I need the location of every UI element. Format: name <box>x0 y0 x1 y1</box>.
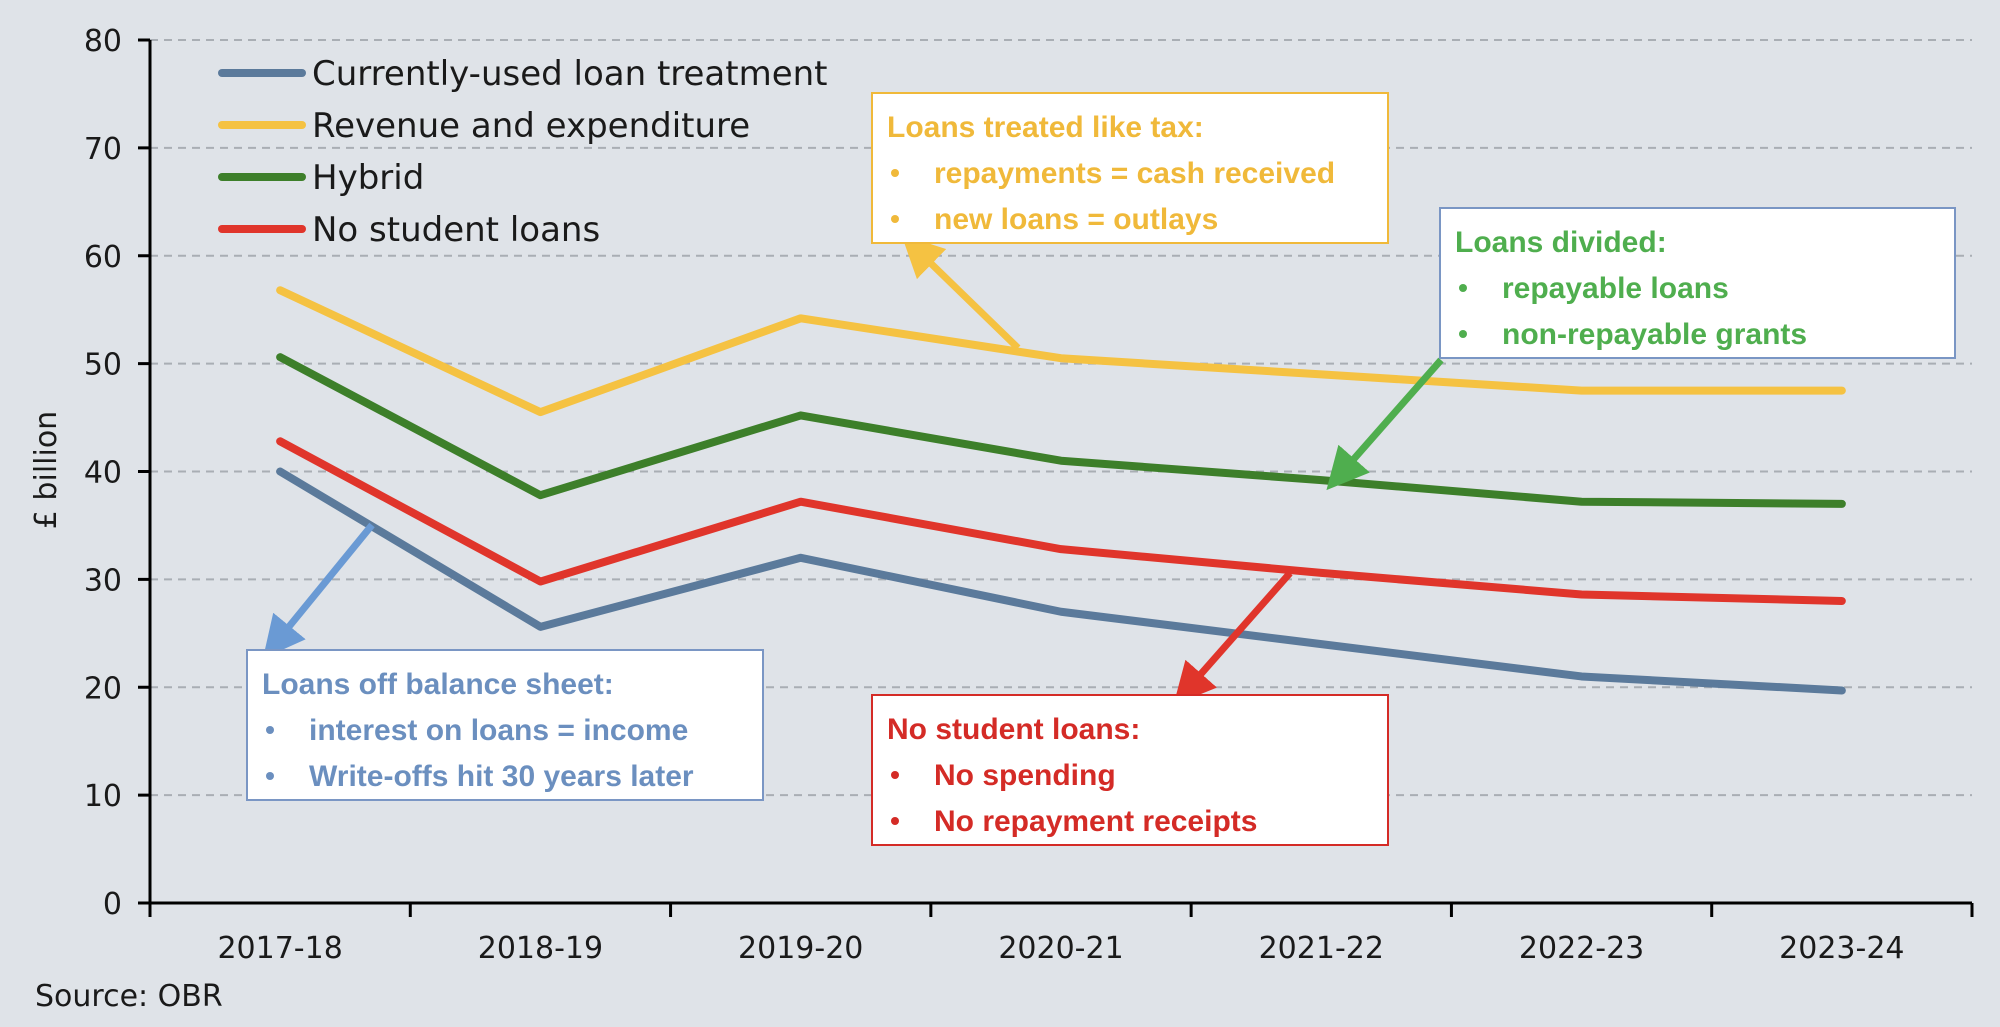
y-tick-label: 20 <box>84 671 122 706</box>
annotation-bullet: interest on loans = income <box>309 714 688 747</box>
series-line-0 <box>276 467 1846 695</box>
annotation-bullet: No spending <box>934 759 1116 792</box>
annotations: Loans treated like tax: repayments = cash… <box>246 92 1956 846</box>
annotation-title: Loans treated like tax: <box>887 111 1204 144</box>
legend-label: No student loans <box>312 210 600 250</box>
y-tick-label: 30 <box>84 563 122 598</box>
x-tick-label: 2023-24 <box>1779 931 1904 966</box>
y-tick-label: 10 <box>84 779 122 814</box>
annotation-title: Loans divided: <box>1455 226 1667 259</box>
annotation-bullet: new loans = outlays <box>934 203 1218 236</box>
bullet-dot <box>891 817 899 825</box>
legend-label: Currently-used loan treatment <box>312 54 828 94</box>
bullet-dot <box>266 772 274 780</box>
series-line-1 <box>276 286 1846 417</box>
annotation-title: No student loans: <box>887 713 1140 746</box>
annotation-bullet: repayments = cash received <box>934 157 1335 190</box>
series-lines <box>276 286 1846 695</box>
annotation-bullet: No repayment receipts <box>934 805 1257 838</box>
series-line-2 <box>276 353 1846 508</box>
annotation-bullet: Write-offs hit 30 years later <box>309 760 694 793</box>
x-tick-label: 2019-20 <box>738 931 863 966</box>
legend: Currently-used loan treatment Revenue and… <box>218 54 828 250</box>
source-note: Source: OBR <box>35 979 223 1014</box>
y-ticks: 0 10 20 30 40 50 60 70 80 <box>84 24 150 922</box>
annotation-box <box>246 649 764 801</box>
legend-label: Hybrid <box>312 158 424 198</box>
annotation-arrow <box>1173 570 1293 706</box>
bullet-dot <box>266 726 274 734</box>
annotation-box <box>871 92 1389 244</box>
annotation-arrow <box>262 522 375 659</box>
x-tick-label: 2018-19 <box>478 931 603 966</box>
annotation-bullet: repayable loans <box>1502 272 1729 305</box>
bullet-dot <box>1459 284 1467 292</box>
bullet-dot <box>891 215 899 223</box>
annotation-arrow <box>1326 357 1444 491</box>
bullet-dot <box>891 169 899 177</box>
series-line-3 <box>276 437 1846 605</box>
y-tick-label: 80 <box>84 24 122 59</box>
x-tick-label: 2020-21 <box>998 931 1123 966</box>
x-tick-label: 2017-18 <box>217 931 342 966</box>
annotation-title: Loans off balance sheet: <box>262 668 614 701</box>
x-ticks: 2017-18 2018-19 2019-20 2020-21 2021-22 2022-… <box>148 903 1974 966</box>
y-tick-label: 50 <box>84 348 122 383</box>
annotation-bullet: non-repayable grants <box>1502 318 1807 351</box>
annotation-arrow <box>901 234 1021 351</box>
annotation-box <box>871 694 1389 846</box>
y-tick-label: 0 <box>103 887 122 922</box>
bullet-dot <box>1459 330 1467 338</box>
legend-label: Revenue and expenditure <box>312 106 750 146</box>
x-tick-label: 2021-22 <box>1259 931 1384 966</box>
x-tick-label: 2022-23 <box>1519 931 1644 966</box>
y-axis-label: £ billion <box>29 411 64 529</box>
y-tick-label: 60 <box>84 240 122 275</box>
bullet-dot <box>891 771 899 779</box>
y-tick-label: 70 <box>84 132 122 167</box>
annotation-box <box>1439 207 1956 359</box>
y-tick-label: 40 <box>84 456 122 491</box>
